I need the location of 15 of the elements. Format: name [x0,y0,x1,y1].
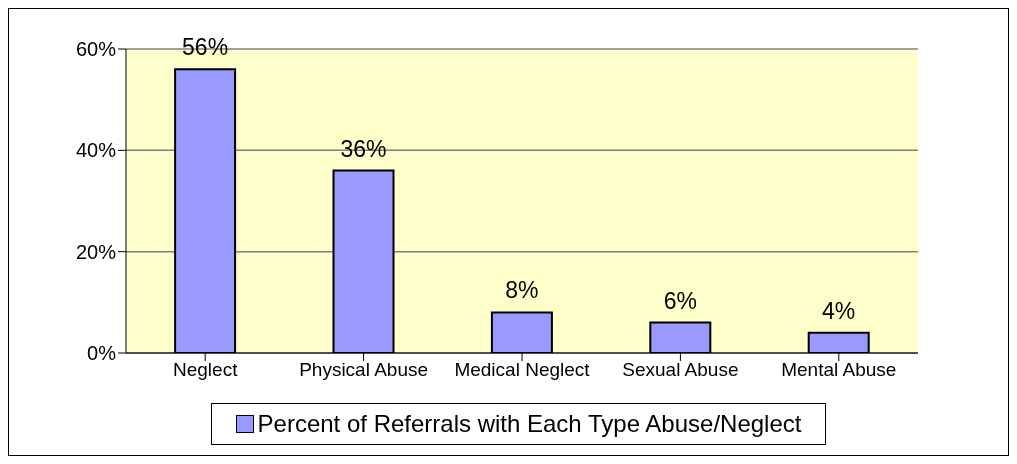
legend-label: Percent of Referrals with Each Type Abuse/Neglect [257,410,802,438]
data-label: 4% [822,297,856,324]
y-tick-label: 20% [75,240,117,263]
y-tick-label: 0% [87,342,117,365]
x-tick-label: Physical Abuse [299,359,429,381]
y-tick-label: 60% [75,38,117,61]
x-tick-label: Sexual Abuse [622,359,739,381]
x-tick-label: Mental Abuse [781,359,897,381]
data-label: 56% [182,34,229,61]
data-label: 36% [340,135,387,162]
data-label: 6% [663,287,697,314]
y-tick-label: 40% [75,139,117,162]
x-tick-label: Neglect [172,359,239,381]
data-label: 8% [505,277,539,304]
x-tick-label: Medical Neglect [454,359,591,381]
